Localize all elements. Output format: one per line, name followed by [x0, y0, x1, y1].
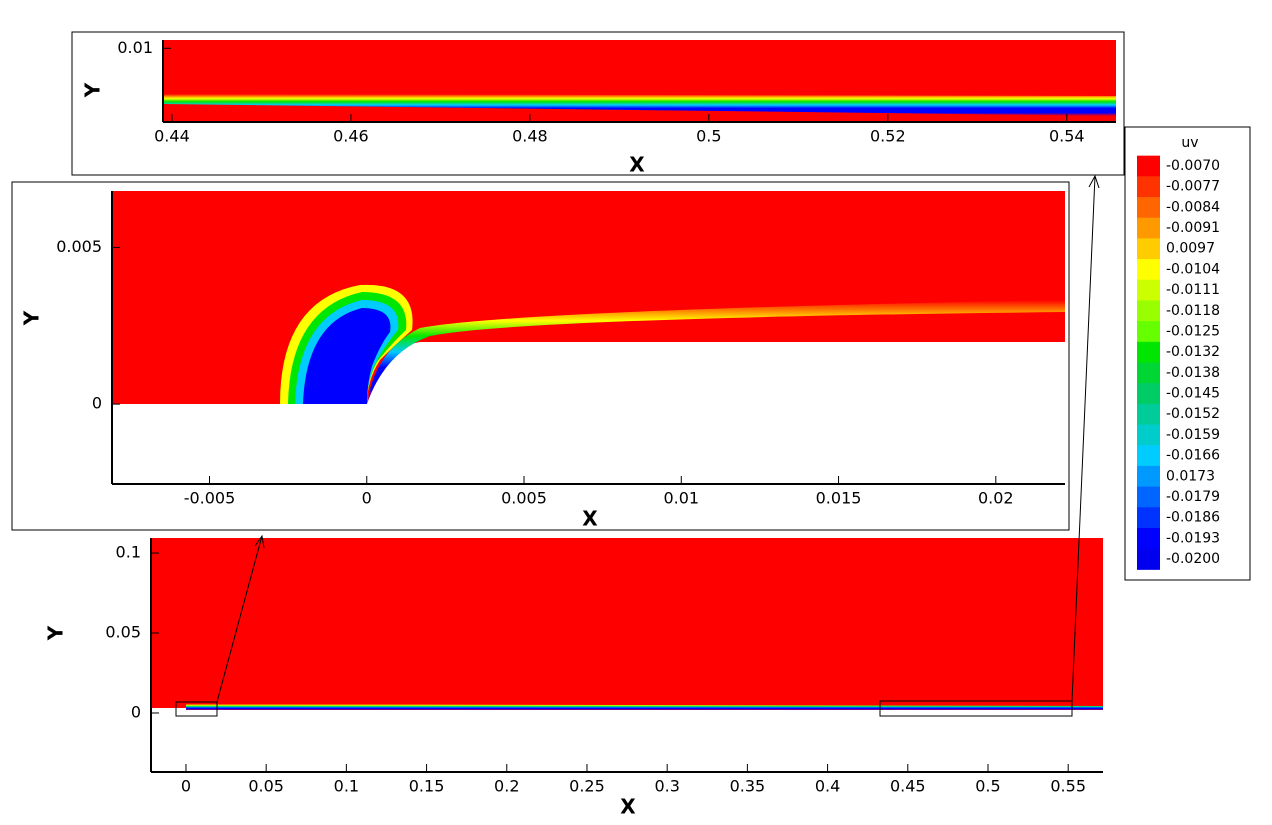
y-tick-label: 0.01 [117, 38, 153, 57]
colorbar-label: -0.0111 [1166, 282, 1220, 298]
colorbar-label: 0.0173 [1166, 468, 1215, 484]
zoom-box [175, 701, 218, 717]
colorbar-label: -0.0104 [1166, 261, 1220, 277]
colorbar-swatch [1137, 279, 1160, 301]
colorbar-swatch [1137, 486, 1160, 508]
colorbar-label: -0.0145 [1166, 386, 1220, 402]
colorbar-label: -0.0138 [1166, 365, 1220, 381]
y-tick-label: 0 [92, 394, 102, 413]
x-tick-label: 0.5 [696, 127, 721, 146]
x-tick-label: 0.45 [890, 777, 926, 796]
x-axis-label: X [629, 153, 645, 177]
y-tick-label: 0.005 [56, 237, 102, 256]
colorbar-swatch [1137, 424, 1160, 446]
colorbar-label: -0.0186 [1166, 510, 1220, 526]
x-tick-label: 0.015 [816, 489, 862, 508]
colorbar-swatch [1137, 465, 1160, 488]
x-axis-label: X [582, 507, 598, 531]
x-tick-label: 0 [181, 777, 191, 796]
colorbar-label: -0.0084 [1166, 199, 1220, 215]
colorbar-swatch [1137, 238, 1160, 260]
colorbar-label: -0.0077 [1166, 179, 1220, 195]
colorbar-title: uv [1181, 135, 1198, 151]
x-tick-label: 0.52 [870, 127, 906, 146]
x-tick-label: 0.01 [663, 489, 699, 508]
colorbar-swatch [1137, 507, 1160, 529]
x-tick-label: 0 [362, 489, 372, 508]
x-tick-label: 0.15 [409, 777, 445, 796]
colorbar-label: -0.0159 [1166, 427, 1220, 443]
x-tick-label: 0.46 [333, 127, 369, 146]
x-tick-label: 0.02 [978, 489, 1014, 508]
x-tick-label: 0.25 [569, 777, 605, 796]
x-tick-label: 0.5 [975, 777, 1000, 796]
x-tick-label: 0.3 [654, 777, 679, 796]
colorbar-label: -0.0070 [1166, 158, 1220, 174]
colorbar-swatch [1137, 527, 1160, 550]
colorbar-swatch [1137, 259, 1160, 281]
colorbar-swatch [1137, 403, 1160, 426]
colorbar-swatch [1137, 548, 1160, 570]
y-tick-label: 0.05 [105, 623, 141, 642]
colorbar-swatch [1137, 362, 1160, 384]
colorbar-swatch [1137, 300, 1160, 322]
blob [303, 308, 391, 404]
x-tick-label: 0.48 [512, 127, 548, 146]
colorbar-label: -0.0132 [1166, 344, 1220, 360]
x-tick-label: 0.44 [154, 127, 190, 146]
colorbar-swatch [1137, 321, 1160, 343]
panel-frame [71, 31, 1125, 176]
colorbar-swatch [1137, 155, 1160, 177]
colorbar-swatch [1137, 197, 1160, 219]
colorbar-swatch [1137, 445, 1160, 467]
streak [163, 94, 1116, 116]
x-tick-label: 0.1 [334, 777, 359, 796]
x-tick-label: 0.005 [501, 489, 547, 508]
x-tick-label: 0.55 [1050, 777, 1086, 796]
x-tick-label: 0.2 [494, 777, 519, 796]
colorbar-label: -0.0166 [1166, 448, 1220, 464]
colorbar-label: -0.0200 [1166, 551, 1220, 567]
x-tick-label: -0.005 [184, 489, 236, 508]
streak [367, 300, 1065, 404]
colorbar-label: -0.0125 [1166, 323, 1220, 339]
x-axis-label: X [620, 795, 636, 819]
field [151, 538, 1103, 708]
zoom-box [879, 700, 1073, 717]
colorbar-swatch [1137, 176, 1160, 198]
colorbar-swatch [1137, 383, 1160, 405]
y-axis-label: Y [20, 310, 44, 326]
streak [186, 704, 1103, 710]
colorbar-swatch [1137, 341, 1160, 363]
y-axis-label: Y [44, 625, 68, 641]
zoom-arrows [216, 174, 1100, 703]
x-tick-label: 0.35 [730, 777, 766, 796]
y-tick-label: 0.1 [116, 543, 141, 562]
colorbar-label: -0.0118 [1166, 303, 1220, 319]
x-tick-label: 0.54 [1049, 127, 1085, 146]
colorbar-label: 0.0097 [1166, 241, 1215, 257]
colorbar-label: -0.0091 [1166, 220, 1220, 236]
y-axis-label: Y [81, 82, 105, 98]
y-tick-label: 0 [131, 702, 141, 721]
colorbar-swatch [1137, 217, 1160, 239]
x-tick-label: 0.4 [815, 777, 840, 796]
colorbar-label: -0.0193 [1166, 530, 1220, 546]
colorbar-label: -0.0152 [1166, 406, 1220, 422]
colorbar-label: -0.0179 [1166, 489, 1220, 505]
x-tick-label: 0.05 [248, 777, 284, 796]
